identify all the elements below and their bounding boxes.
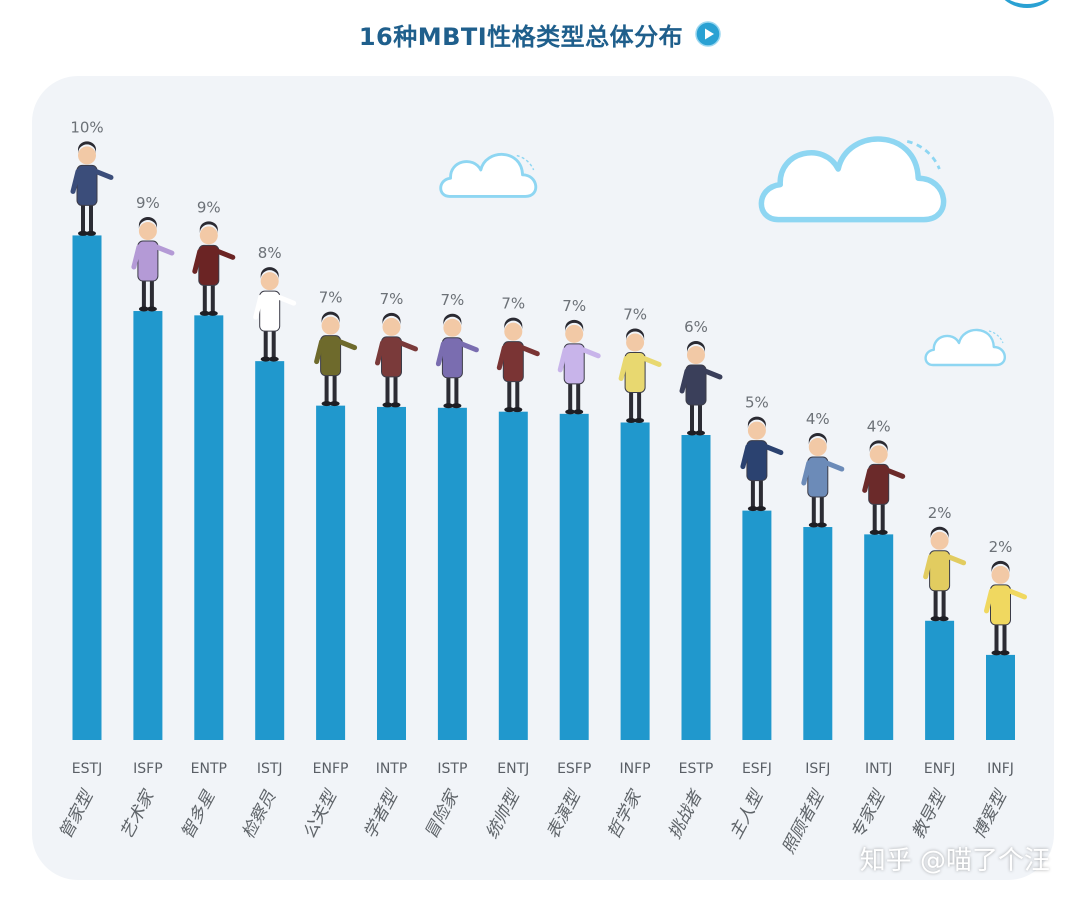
data-label-isfp: 9% (136, 194, 160, 212)
tick-label-infj: INFJ (987, 761, 1014, 777)
character-entp (192, 221, 236, 316)
type-name-entj: 统帅型 (482, 786, 525, 842)
type-name-intj: 专家型 (848, 786, 891, 842)
type-name-esfj: 主人型 (726, 786, 769, 842)
data-label-intp: 7% (380, 290, 404, 308)
tick-label-entp: ENTP (191, 761, 227, 777)
bar-intj (864, 534, 894, 740)
bar-entp (194, 315, 224, 740)
data-label-istj: 8% (258, 244, 282, 262)
data-label-enfp: 7% (319, 289, 343, 307)
data-label-intj: 4% (867, 417, 891, 435)
page-title: 16种MBTI性格类型总体分布 (358, 22, 684, 51)
character-intj (862, 440, 906, 535)
type-name-isfj: 照顾者型 (779, 786, 830, 857)
data-label-esfj: 5% (745, 394, 769, 412)
character-istj (253, 267, 297, 362)
bar-entj (498, 411, 528, 740)
character-intp (375, 312, 418, 408)
data-label-enfj: 2% (928, 504, 952, 522)
watermark: 知乎 @喵了个汪 (859, 846, 1050, 876)
bar-istj (255, 361, 285, 740)
bar-enfj (925, 620, 955, 740)
character-isfp (131, 217, 175, 312)
play-circle-icon[interactable] (695, 21, 721, 47)
character-enfp (314, 311, 358, 407)
tick-label-isfj: ISFJ (805, 761, 830, 777)
character-enfj (923, 526, 967, 622)
tick-label-intp: INTP (376, 761, 408, 777)
type-name-enfj: 教导型 (908, 786, 951, 842)
data-label-infp: 7% (623, 305, 647, 323)
data-label-istp: 7% (441, 291, 465, 309)
title-bar: 16种MBTI性格类型总体分布 (0, 14, 1080, 54)
tick-label-isfp: ISFP (133, 761, 163, 777)
tick-label-entj: ENTJ (497, 761, 529, 777)
character-estj (70, 141, 114, 236)
bar-esfp (559, 413, 589, 740)
character-isfj (801, 433, 845, 528)
character-esfp (557, 319, 601, 415)
cloud-small-right (924, 328, 1006, 367)
data-label-estp: 6% (684, 318, 708, 336)
data-label-estj: 10% (70, 118, 103, 136)
tick-label-istj: ISTJ (257, 761, 283, 777)
type-name-intp: 学者型 (360, 786, 403, 842)
type-name-esfp: 表演型 (543, 786, 586, 842)
bar-estj (72, 235, 102, 740)
type-name-entp: 智多星 (178, 787, 220, 842)
tick-label-infp: INFP (620, 761, 651, 777)
type-name-infp: 哲学家 (604, 786, 647, 842)
tick-label-esfp: ESFP (557, 761, 591, 777)
bar-infp (620, 422, 650, 740)
bar-enfp (316, 405, 346, 740)
bar-esfj (742, 510, 772, 740)
characters-group (70, 141, 1027, 656)
cloud-decorations (439, 136, 1006, 367)
percent-labels-group: 10% 9% 9% 8% 7% 7% 7% 7% 7% 7% 6% 5% 4% 4% 2% 2% (70, 118, 1012, 555)
data-label-entj: 7% (501, 295, 525, 313)
type-code-labels-group: ESTJ ISFP ENTP ISTJ ENFP INTP ISTP ENTJ ESFP INFP… (72, 761, 1014, 777)
tick-label-intj: INTJ (865, 761, 892, 777)
cloud-large-right (758, 136, 947, 223)
type-name-estj: 管家型 (56, 786, 99, 842)
data-label-entp: 9% (197, 198, 221, 216)
tick-label-estj: ESTJ (72, 761, 102, 777)
tick-label-enfp: ENFP (313, 761, 349, 777)
bars-group (72, 235, 1015, 740)
type-name-istj: 检察员 (239, 787, 281, 842)
type-name-enfp: 公关型 (299, 786, 342, 842)
type-name-estp: 挑战者 (665, 786, 708, 842)
bar-isfp (133, 311, 163, 740)
tick-label-esfj: ESFJ (742, 761, 772, 777)
character-infj (984, 560, 1027, 656)
character-entj (496, 317, 540, 413)
bar-intp (377, 406, 406, 740)
data-label-isfj: 4% (806, 410, 830, 428)
character-istp (435, 313, 479, 409)
data-label-infj: 2% (989, 538, 1013, 556)
character-esfj (740, 416, 784, 512)
corner-decoration (992, 0, 1062, 8)
bar-isfj (803, 527, 833, 740)
character-estp (679, 341, 723, 436)
cloud-small-left (439, 152, 538, 198)
type-name-isfp: 艺术家 (117, 786, 160, 842)
type-name-infj: 博爱型 (969, 786, 1012, 842)
bar-istp (437, 407, 467, 740)
bar-estp (681, 435, 711, 740)
type-name-istp: 冒险家 (421, 786, 464, 842)
data-label-esfp: 7% (562, 297, 586, 315)
tick-label-istp: ISTP (437, 761, 467, 777)
tick-label-enfj: ENFJ (924, 761, 956, 777)
character-infp (618, 328, 662, 423)
bar-infj (986, 654, 1015, 740)
tick-label-estp: ESTP (679, 761, 714, 777)
